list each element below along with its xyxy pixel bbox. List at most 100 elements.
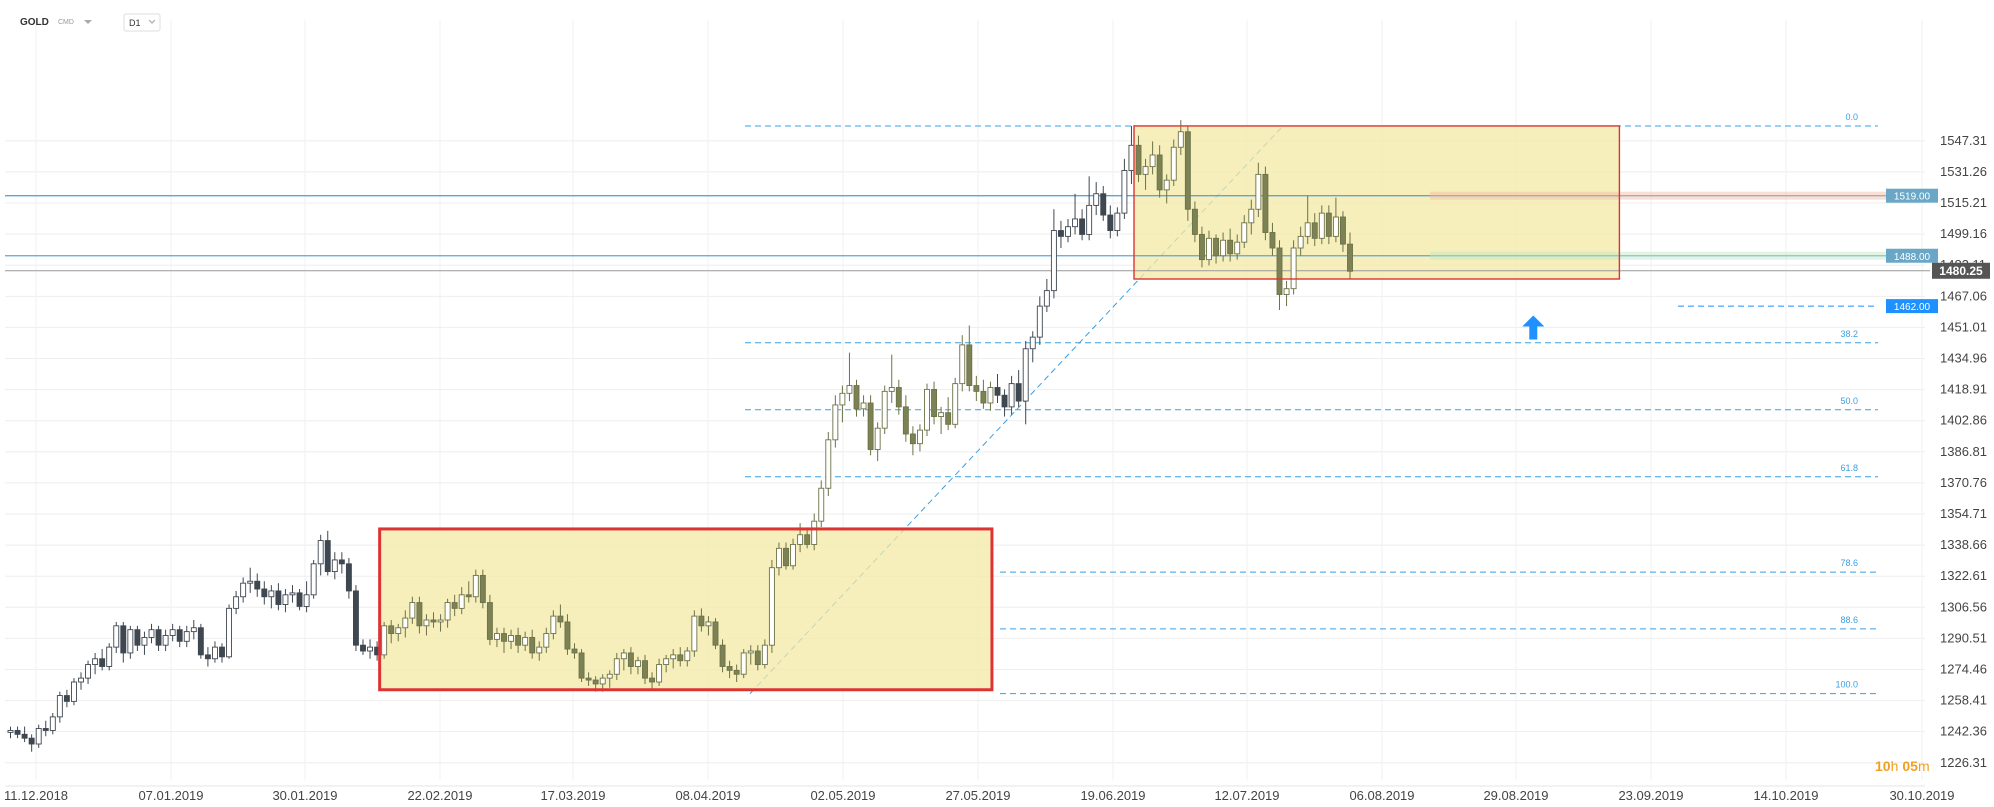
candle-body	[1001, 394, 1008, 408]
candle-body	[282, 594, 289, 605]
candle	[754, 645, 761, 671]
candle	[35, 724, 42, 748]
candle	[874, 422, 881, 462]
candle-body	[381, 625, 388, 656]
candle-body	[85, 664, 92, 679]
candle	[564, 614, 571, 655]
highlight-zones	[379, 125, 1620, 690]
candle	[705, 616, 712, 636]
candle-body	[35, 728, 42, 745]
candle-body	[127, 629, 134, 654]
candle-body	[106, 646, 113, 667]
candle	[508, 629, 514, 650]
candle	[134, 625, 141, 651]
candle	[261, 581, 268, 605]
y-tick-label: 1242.36	[1940, 724, 1987, 739]
candle	[635, 656, 641, 675]
candle-body	[1304, 222, 1311, 237]
candle-body	[120, 625, 127, 654]
candle-body	[1163, 179, 1170, 191]
candle-body	[437, 619, 444, 623]
candle	[444, 598, 451, 628]
candle	[1121, 158, 1128, 219]
y-tick-label: 1306.56	[1940, 599, 1987, 614]
candle	[465, 581, 472, 603]
candle	[1170, 139, 1177, 186]
fib-level-label: 61.8	[1840, 463, 1858, 473]
level-tag-bg	[1886, 188, 1938, 203]
candle-body	[402, 617, 409, 629]
candle	[120, 621, 127, 663]
candle-body	[1086, 204, 1093, 235]
candle	[917, 424, 923, 452]
candle-body	[719, 644, 726, 667]
candle	[522, 631, 529, 651]
candle	[726, 660, 733, 679]
horizontal-levels[interactable]	[5, 191, 1930, 307]
timer-h-unit: h	[1891, 758, 1899, 774]
candle	[501, 627, 507, 653]
market-dropdown-icon[interactable]	[84, 20, 92, 24]
candle-body	[888, 387, 895, 392]
candle	[1297, 226, 1304, 256]
candle-body	[705, 621, 712, 627]
candle	[56, 691, 63, 723]
timeframe-select[interactable]: D1	[123, 13, 161, 32]
candle	[388, 620, 395, 644]
candle	[924, 383, 930, 436]
candle-body	[113, 625, 120, 648]
up-arrow-icon	[1522, 315, 1545, 340]
candle	[825, 432, 832, 496]
candle	[381, 621, 388, 659]
x-tick-label: 06.08.2019	[1349, 788, 1414, 803]
candle-body	[28, 737, 35, 745]
candle-body	[832, 404, 839, 441]
y-tick-label: 1418.91	[1940, 382, 1987, 397]
candle	[712, 618, 719, 650]
candles	[7, 120, 1353, 752]
candle	[1276, 240, 1283, 310]
candle-timer: 10h 05m	[1875, 758, 1930, 774]
candle	[92, 652, 99, 675]
candle-body	[78, 677, 84, 683]
candle-body	[698, 615, 705, 627]
timeframe-label: D1	[129, 18, 141, 28]
fibonacci-retracement[interactable]: 0.0 38.2 50.0 61.8 78.6 88.6 100.0	[745, 112, 1878, 695]
candle	[106, 643, 113, 671]
candle-body	[472, 574, 479, 598]
candle	[649, 672, 655, 690]
candle	[486, 594, 493, 646]
candle	[677, 647, 684, 667]
candle-body	[176, 629, 183, 642]
level-tag-label: 1488.00	[1894, 252, 1931, 263]
candle-body	[494, 633, 500, 640]
y-tick-label: 1274.46	[1940, 661, 1987, 676]
candle	[289, 585, 296, 603]
candle-body	[1149, 154, 1156, 168]
candle	[28, 734, 35, 752]
y-tick-label: 1386.81	[1940, 444, 1987, 459]
candle	[761, 639, 768, 669]
candle-body	[515, 635, 522, 646]
candle-body	[1022, 348, 1029, 402]
candle	[1206, 230, 1212, 266]
current-price-label: 1480.25	[1939, 264, 1983, 278]
candle	[931, 381, 937, 425]
candle-body	[1347, 243, 1353, 272]
candle-body	[783, 547, 789, 567]
level-tag-label: 1519.00	[1894, 192, 1931, 203]
candle	[268, 585, 275, 609]
candle-body	[416, 602, 423, 627]
candle-body	[564, 621, 571, 650]
candle	[1227, 228, 1234, 262]
candle	[331, 552, 338, 580]
candle-body	[1332, 216, 1339, 237]
x-tick-label: 08.04.2019	[675, 788, 740, 803]
price-tags: 1519.00 1488.00 1462.00 1480.25	[1886, 188, 1990, 314]
candle	[78, 672, 84, 690]
candle-body	[63, 695, 70, 702]
candle-body	[162, 635, 169, 646]
candle-body	[1170, 146, 1177, 181]
x-tick-label: 19.06.2019	[1080, 788, 1145, 803]
